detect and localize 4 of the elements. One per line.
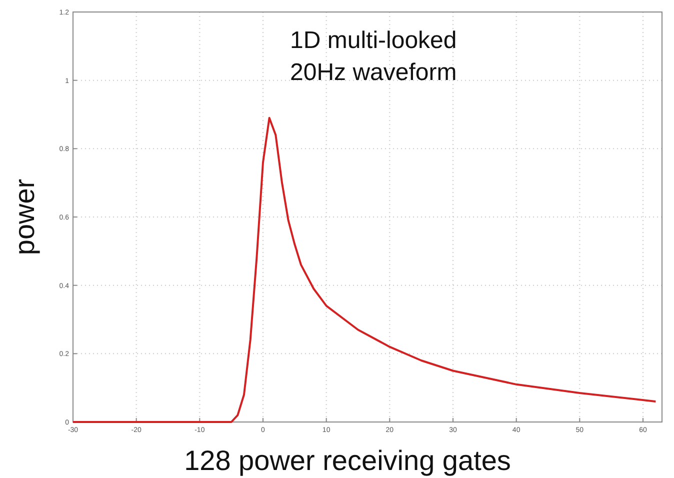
y-axis-title: power (9, 178, 40, 256)
line-series (72, 116, 657, 423)
x-axis-title: 128 power receiving gates (184, 445, 511, 476)
annotation: 1D multi-looked 20Hz waveform (290, 27, 457, 86)
